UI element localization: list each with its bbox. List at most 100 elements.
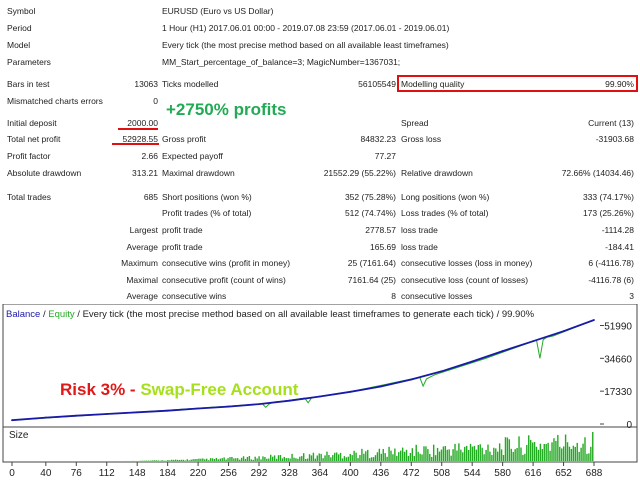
size-bar [580, 447, 582, 461]
total-trades-label: Total trades [7, 192, 51, 202]
legend-balance: Balance [6, 309, 41, 320]
mismatch-label: Mismatched charts errors [7, 96, 103, 106]
size-bar [489, 451, 491, 461]
size-bar [506, 437, 509, 461]
size-bar [444, 445, 447, 461]
size-bar [357, 458, 359, 461]
size-bar [248, 455, 251, 461]
size-bar [275, 458, 278, 461]
size-bar [161, 460, 163, 461]
rel-drawdown-label: Relative drawdown [401, 168, 473, 178]
size-bar [365, 451, 367, 461]
average-label: Average [126, 242, 158, 252]
x-tick-label: 580 [494, 468, 511, 479]
size-bar [258, 456, 260, 461]
y-tick-label: 51990 [604, 321, 632, 332]
net-profit-label: Total net profit [7, 134, 61, 144]
size-bar [512, 452, 514, 461]
quality-value: 99.90% [605, 79, 634, 89]
size-bar [370, 457, 373, 461]
size-bar [524, 453, 526, 461]
size-bar [572, 445, 575, 461]
size-bar [529, 439, 532, 461]
size-bar [553, 438, 555, 461]
largest-profit-label: profit trade [162, 225, 203, 235]
size-bar [277, 455, 280, 461]
size-bar [229, 457, 231, 461]
expected-payoff-label: Expected payoff [162, 151, 223, 161]
size-bar [498, 443, 501, 461]
size-label: Size [9, 430, 29, 441]
profit-annotation: +2750% profits [166, 100, 287, 119]
size-bar [504, 437, 507, 461]
size-bar [209, 458, 212, 461]
initial-deposit-value: 2000.00 [127, 118, 158, 128]
size-bar [310, 455, 313, 461]
size-bar [238, 459, 241, 461]
size-bar [537, 449, 540, 461]
size-bar [246, 456, 249, 461]
bars-row: Bars in test 13063 Ticks modelled 561055… [0, 77, 640, 91]
size-bar [467, 450, 470, 461]
size-bar [590, 446, 592, 461]
x-tick-label: 508 [433, 468, 450, 479]
size-bar [341, 458, 344, 461]
size-bar [409, 452, 412, 461]
size-bar [252, 459, 254, 461]
size-bar [244, 458, 247, 461]
size-bar [151, 460, 154, 461]
size-bar [398, 452, 400, 461]
parameters-value: MM_Start_percentage_of_balance=3; MagicN… [162, 57, 401, 67]
size-bar [584, 437, 586, 461]
size-bar [200, 458, 202, 461]
size-bar [446, 449, 448, 461]
net-profit-underline [112, 143, 159, 145]
x-tick-label: 148 [129, 468, 146, 479]
size-bar [485, 449, 487, 461]
x-tick-label: 184 [159, 468, 176, 479]
avg-label: Average [126, 291, 158, 301]
size-bar [297, 458, 299, 461]
x-tick-label: 220 [190, 468, 207, 479]
size-bar [273, 455, 276, 461]
size-bar [359, 455, 361, 461]
risk-text: Risk 3% - [60, 380, 141, 399]
size-bar [440, 449, 443, 461]
size-bar [291, 453, 293, 461]
size-bar [231, 456, 233, 461]
size-bar [396, 455, 398, 461]
symbol-value: EURUSD (Euro vs US Dollar) [162, 6, 274, 16]
short-label: Short positions (won %) [162, 192, 252, 202]
size-bar [335, 452, 338, 461]
size-bar [384, 453, 386, 461]
initial-deposit-label: Initial deposit [7, 118, 57, 128]
size-bar [233, 458, 235, 461]
balance-point [319, 395, 321, 398]
size-bar [483, 454, 485, 461]
size-bar [347, 456, 350, 461]
size-bar [207, 460, 210, 461]
size-bar [510, 448, 512, 461]
size-bar [334, 452, 336, 461]
size-bar [450, 455, 452, 461]
y-tick-label: 0 [626, 420, 632, 431]
size-bar [543, 443, 545, 461]
profit-factor-value: 2.66 [141, 151, 158, 161]
average-loss-value: -184.41 [605, 242, 634, 252]
size-bar [405, 449, 408, 461]
total-trades-value: 685 [143, 192, 158, 202]
size-bar [533, 442, 536, 461]
size-bar [555, 440, 557, 461]
size-bar [432, 444, 435, 461]
balance-point [166, 409, 169, 412]
size-bar [328, 454, 330, 461]
max-cons-losses-value: 6 (-4116.78) [588, 258, 634, 268]
size-bar [270, 454, 272, 461]
size-bar [394, 448, 396, 461]
size-bar [469, 443, 472, 461]
size-bar [363, 453, 365, 461]
size-bar [411, 448, 414, 461]
deposit-underline [118, 128, 158, 130]
size-bar [330, 457, 332, 461]
size-bar [308, 454, 311, 461]
